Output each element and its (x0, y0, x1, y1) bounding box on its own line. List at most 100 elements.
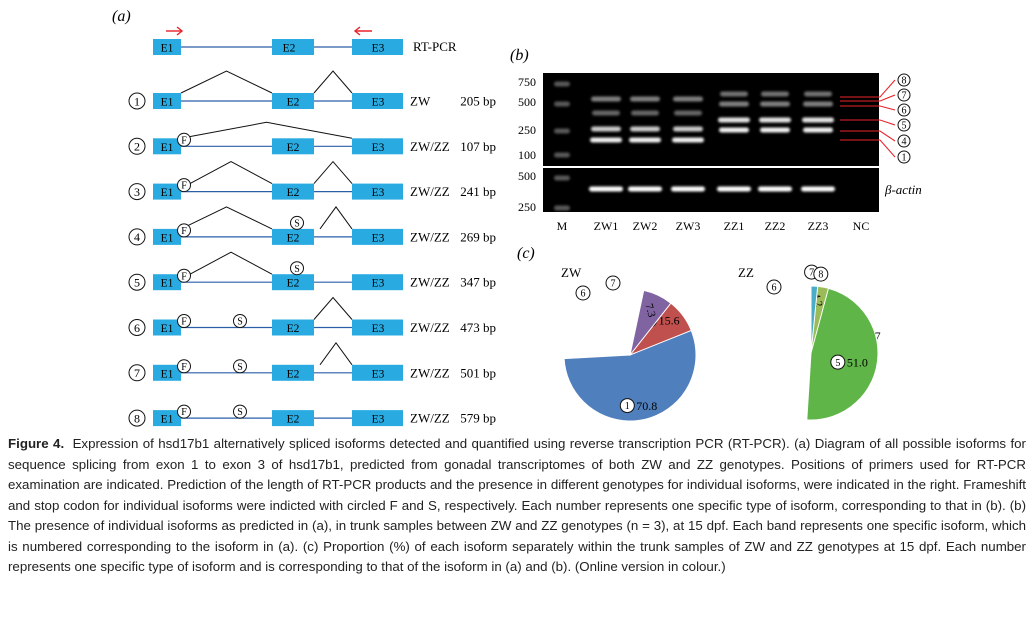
gel-bands (554, 81, 835, 211)
exon-e3 (352, 228, 403, 245)
frameshift-marker-text: F (181, 181, 187, 192)
exon-e3-label: E3 (372, 142, 385, 154)
stop-codon-marker-text: S (237, 317, 243, 328)
ladder-100: 100 (518, 148, 536, 162)
ladder-band (554, 81, 570, 87)
ladder-band (554, 152, 570, 158)
exon-e2-label: E2 (287, 323, 300, 335)
band-label-1-text: 1 (902, 153, 907, 164)
exon-e3-label: E3 (372, 232, 385, 244)
pie-slice-number: 5 (830, 354, 846, 370)
rt-exon-e3 (352, 39, 403, 55)
exon-e3-label: E3 (372, 368, 385, 380)
exon-e1 (153, 410, 181, 427)
frameshift-marker-text: F (181, 407, 187, 418)
lane-label-zw2: ZW2 (633, 219, 658, 233)
isoform-genotype: ZW/ZZ (410, 320, 450, 335)
frameshift-marker-text: F (181, 226, 187, 237)
isoform-genotype: ZW/ZZ (410, 229, 450, 244)
lane-label-zw3: ZW3 (676, 219, 701, 233)
exon-e1 (153, 93, 181, 109)
rt-exon-e1-label: E1 (161, 43, 174, 55)
exon-e1-label: E1 (161, 232, 174, 244)
isoform-number-2: 2 (128, 137, 146, 155)
pie-slice-label-5: 5 51.0 (830, 354, 868, 370)
isoform-number-6-text: 6 (134, 321, 140, 335)
isoform-size: 205 bp (460, 94, 496, 109)
lane-label-zz3: ZZ3 (808, 219, 829, 233)
exon-e1 (153, 183, 181, 200)
isoform-genotype: ZW (410, 94, 431, 109)
lane-label-m: M (557, 219, 568, 233)
splice-junction-i1-e2 (189, 251, 273, 275)
pie-zz-title: ZZ (738, 265, 754, 280)
stop-codon-marker: S (290, 215, 304, 230)
stop-codon-marker: S (233, 314, 247, 328)
band-isoform-6 (592, 110, 620, 116)
isoform-number-3-text: 3 (134, 185, 140, 199)
isoform-size: 347 bp (460, 275, 496, 290)
exon-e3-label: E3 (372, 323, 385, 335)
band-label-7-text: 7 (902, 91, 907, 102)
panel-a-isoform-diagram: (a) E1 E2 E3 RT-PCR 1 E1 E2 E3 ZW 205 bp 2 E1 E2… (112, 8, 496, 427)
isoform-size: 107 bp (460, 139, 496, 154)
reverse-primer-arrow-icon (353, 26, 372, 36)
band-label-4-text: 4 (902, 137, 907, 148)
lane-label-nc: NC (853, 219, 870, 233)
isoform-row-4: 4 E1 E2 E3 F S ZW/ZZ 269 bp (128, 206, 496, 246)
band-isoform-7 (673, 96, 703, 102)
splice-junction-e2-e3 (313, 70, 353, 94)
pie-slice-label-8-text: 8 (818, 270, 823, 281)
pie-chart-zw: 170.8415.66.37.367 (563, 275, 697, 422)
isoform-row-3: 3 E1 E2 E3 F ZW/ZZ 241 bp (128, 160, 496, 201)
band-isoform-8 (804, 91, 832, 97)
exon-e1 (153, 319, 181, 336)
exon-e2 (272, 93, 314, 109)
gel-lane-labels: M ZW1 ZW2 ZW3 ZZ1 ZZ2 ZZ3 NC (557, 219, 870, 233)
exon-e1-label: E1 (161, 368, 174, 380)
band-label-8: 8 (897, 73, 911, 87)
band-isoform-6 (631, 110, 659, 116)
pie-slice-label-7: 7.3 (642, 302, 657, 319)
band-isoform-8 (720, 91, 748, 97)
isoform-number-2-text: 2 (134, 140, 140, 154)
isoform-row-8: 8 E1 E2 E3 F S ZW/ZZ 579 bp (128, 404, 496, 427)
isoform-row-1: 1 E1 E2 E3 ZW 205 bp (128, 70, 496, 110)
figure-4: (a) E1 E2 E3 RT-PCR 1 E1 E2 E3 ZW 205 bp 2 E1 E2… (112, 8, 922, 427)
exon-e2-label: E2 (287, 97, 300, 109)
band-callout-line (840, 105, 896, 111)
exon-e2 (272, 410, 314, 427)
stop-codon-marker: S (233, 404, 247, 419)
exon-e3 (352, 138, 403, 155)
band-label-8-text: 8 (902, 76, 907, 87)
frameshift-marker: F (177, 404, 191, 419)
frameshift-marker-text: F (181, 135, 187, 146)
isoform-number-7: 7 (128, 364, 146, 382)
isoform-size: 473 bp (460, 320, 496, 335)
panel-a-label: (a) (112, 8, 131, 25)
splice-junction-i2-e3 (319, 341, 353, 366)
gel-ladder-labels: 750 500 250 100 500 250 (518, 75, 536, 214)
frameshift-marker-text: F (181, 271, 187, 282)
band-label-4: 4 (897, 134, 911, 148)
exon-e3-label: E3 (372, 97, 385, 109)
isoform-genotype: ZW/ZZ (410, 139, 450, 154)
rt-pcr-row: E1 E2 E3 RT-PCR (153, 26, 457, 55)
isoform-row-5: 5 E1 E2 E3 F S ZW/ZZ 347 bp (128, 251, 496, 291)
splice-junction-i2-e3 (319, 206, 353, 230)
band-isoform-7 (630, 96, 660, 102)
stop-codon-marker: S (233, 359, 247, 374)
pie-slice-number-text: 1 (625, 401, 630, 412)
exon-e3-label: E3 (372, 414, 385, 426)
exon-e1-label: E1 (161, 323, 174, 335)
rt-exon-e3-label: E3 (372, 43, 385, 55)
isoform-number-1-text: 1 (134, 94, 140, 108)
pie-zw-outside-label-6: 6 (575, 285, 591, 301)
pie-slice-7 (629, 289, 672, 356)
isoform-row-7: 7 E1 E2 E3 F S ZW/ZZ 501 bp (128, 341, 496, 382)
pie-slice-label-1: 1 70.8 (619, 398, 657, 414)
isoform-size: 241 bp (460, 184, 496, 199)
isoform-number-5-text: 5 (134, 276, 140, 290)
pie-zz-outside-label-6-text: 6 (772, 283, 777, 294)
